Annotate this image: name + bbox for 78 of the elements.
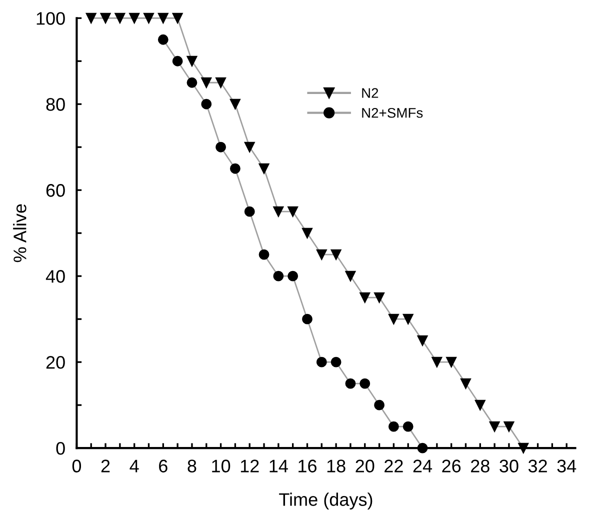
point — [417, 442, 428, 454]
point — [230, 163, 240, 174]
y-axis-title: % Alive — [13, 204, 26, 262]
x-tick-label: 12 — [240, 460, 259, 472]
point — [172, 12, 183, 24]
x-tick-label: 10 — [212, 460, 230, 472]
x-tick-label: 16 — [298, 460, 316, 472]
point — [158, 12, 168, 24]
point — [417, 335, 428, 346]
point — [258, 249, 270, 260]
point — [316, 249, 327, 260]
point — [345, 270, 356, 282]
point — [360, 378, 370, 389]
point — [374, 400, 384, 410]
point — [330, 356, 342, 368]
x-tick-label: 4 — [130, 460, 139, 472]
point — [402, 421, 414, 432]
y-tick-label: 40 — [46, 270, 65, 283]
point — [345, 378, 356, 389]
legend-label: N2 — [362, 88, 378, 98]
x-tick-label: 18 — [327, 460, 346, 472]
point — [288, 206, 298, 217]
point — [244, 206, 255, 217]
point — [114, 12, 126, 24]
point — [273, 206, 284, 217]
x-tick-label: 14 — [270, 460, 288, 472]
y-tick-label: 60 — [46, 184, 65, 197]
point — [172, 56, 183, 66]
point — [446, 356, 457, 368]
point — [360, 292, 370, 303]
point — [186, 56, 198, 66]
y-tick-label: 100 — [36, 12, 65, 25]
x-tick-label: 34 — [557, 460, 576, 472]
x-axis-title: Time (days) — [279, 492, 372, 510]
point — [518, 442, 529, 454]
y-tick-label: 20 — [46, 356, 65, 369]
point — [432, 356, 442, 368]
x-tick-label: 32 — [528, 460, 547, 472]
point — [144, 12, 154, 24]
point — [388, 421, 399, 432]
point — [216, 77, 226, 88]
legend-label: N2+SMFs — [362, 108, 423, 118]
point — [504, 421, 514, 432]
point — [474, 400, 486, 410]
point — [258, 163, 270, 174]
point — [288, 270, 298, 282]
point — [201, 98, 212, 110]
point — [129, 12, 140, 24]
y-tick-label: 80 — [46, 98, 65, 111]
point — [316, 356, 327, 368]
point — [244, 142, 255, 152]
point — [86, 12, 96, 24]
x-tick-label: 6 — [159, 460, 168, 472]
point — [402, 314, 414, 324]
point — [330, 249, 342, 260]
point — [216, 142, 226, 152]
point — [158, 34, 168, 45]
x-tick-label: 28 — [471, 460, 490, 472]
y-tick-label: 0 — [56, 442, 65, 455]
x-tick-label: 26 — [442, 460, 461, 472]
point — [186, 77, 198, 88]
point — [460, 378, 471, 389]
x-tick-label: 30 — [500, 460, 518, 472]
x-tick-label: 2 — [101, 460, 110, 472]
x-tick-label: 22 — [384, 460, 403, 472]
x-tick-label: 0 — [72, 460, 82, 472]
point — [201, 77, 212, 88]
point — [273, 270, 284, 282]
point — [230, 98, 240, 110]
x-tick-label: 8 — [188, 460, 196, 472]
point — [100, 12, 111, 24]
point — [302, 228, 312, 238]
point — [302, 314, 312, 324]
point — [388, 314, 399, 324]
point — [489, 421, 500, 432]
x-tick-label: 20 — [356, 460, 374, 472]
x-tick-label: 24 — [413, 460, 432, 472]
point — [374, 292, 384, 303]
